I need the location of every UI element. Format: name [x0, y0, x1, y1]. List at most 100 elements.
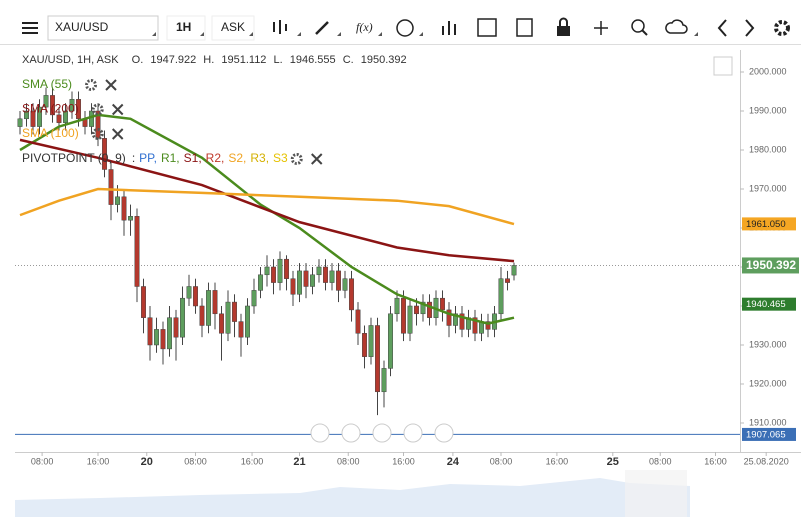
close-value: 1950.392: [361, 54, 407, 66]
candle-body: [121, 196, 127, 221]
candle-body: [251, 290, 257, 307]
candle-body: [472, 317, 478, 334]
candle-body: [225, 301, 231, 334]
close-label: C.: [343, 54, 354, 66]
remove-icon[interactable]: [311, 153, 323, 165]
menu-button[interactable]: [22, 22, 38, 34]
candle-body: [485, 321, 491, 330]
chart-type-button[interactable]: [273, 20, 287, 34]
candle-body: [141, 286, 146, 318]
candle-body: [440, 297, 445, 311]
price-label-box: [742, 257, 799, 274]
open-value: 1947.922: [150, 54, 196, 66]
next-button[interactable]: [745, 19, 755, 37]
dropdown-corner: [297, 32, 301, 36]
zoom-out[interactable]: [341, 423, 361, 443]
candle-body: [102, 138, 107, 170]
candle-body: [264, 266, 270, 276]
x-tick-label: 24: [447, 456, 460, 468]
pivot-item: R1,: [161, 151, 180, 165]
x-tick-label: 16:00: [546, 456, 569, 466]
calendar-button[interactable]: [477, 18, 497, 37]
zoom-in[interactable]: [403, 423, 423, 443]
symbol-text: XAU/USD: [55, 20, 109, 34]
candle-body: [17, 118, 23, 127]
dropdown-corner: [378, 32, 382, 36]
candle-body: [193, 286, 198, 307]
candle-body: [160, 329, 166, 350]
news-button[interactable]: [516, 18, 533, 37]
cloud-button[interactable]: [665, 19, 688, 34]
candle-body: [316, 266, 322, 276]
candle-body: [336, 270, 341, 291]
candle-body: [355, 309, 361, 334]
settings-icon[interactable]: [85, 79, 98, 91]
price-button[interactable]: [211, 15, 255, 41]
candle-body: [381, 368, 387, 393]
lock-button[interactable]: [557, 26, 570, 36]
x-tick-label: 25: [607, 456, 619, 468]
x-tick-label: 16:00: [392, 456, 415, 466]
candle-body: [206, 290, 211, 326]
candle-body: [180, 297, 185, 338]
candle-body: [232, 301, 237, 322]
legend-label: SMA (100): [22, 126, 79, 140]
x-tick-label: 08:00: [31, 456, 54, 466]
settings-button[interactable]: [774, 20, 790, 36]
sma-line: [19, 187, 515, 226]
prev-button[interactable]: [717, 19, 727, 37]
navigator-area: [15, 478, 690, 517]
zoom-controls: [310, 423, 454, 443]
interval-button[interactable]: [166, 15, 206, 41]
candle-body: [238, 321, 244, 338]
dropdown-corner: [694, 32, 698, 36]
navigator-window[interactable]: [625, 470, 687, 517]
settings-icon[interactable]: [290, 153, 303, 165]
crosshair-button[interactable]: [594, 21, 608, 35]
info-button[interactable]: [396, 19, 414, 37]
candle-body: [56, 114, 62, 123]
candle-body: [401, 297, 406, 334]
scroll-right[interactable]: [434, 423, 454, 443]
candle-body: [63, 110, 68, 123]
candle-body: [303, 270, 309, 287]
pivot-item: R2,: [206, 151, 225, 165]
candle-body: [24, 110, 29, 120]
remove-icon[interactable]: [111, 128, 124, 140]
pivot-item: R3,: [250, 151, 269, 165]
y-tick-label: 1920.000: [749, 378, 787, 388]
candle-body: [284, 258, 289, 279]
candle-body: [108, 169, 114, 205]
symbol-input[interactable]: [47, 15, 159, 41]
candle-body: [115, 196, 120, 205]
draw-button[interactable]: [315, 21, 329, 35]
candle-body: [323, 266, 328, 283]
fx-button[interactable]: f(x): [356, 20, 373, 34]
zoom-button[interactable]: [631, 19, 645, 33]
scroll-left[interactable]: [310, 423, 330, 443]
candle-body: [407, 305, 413, 334]
candle-body: [505, 278, 510, 283]
expand-button[interactable]: [713, 56, 733, 76]
sma-line: [19, 113, 515, 325]
x-tick-label: 21: [293, 456, 305, 468]
indicators-button[interactable]: [442, 21, 456, 35]
y-tick-label: 1990.000: [749, 105, 787, 115]
y-tick-label: 1930.000: [749, 339, 787, 349]
y-tick-label: 2000.000: [749, 66, 787, 76]
pivot-item: S1,: [184, 151, 202, 165]
settings-icon[interactable]: [91, 103, 104, 116]
remove-icon[interactable]: [111, 103, 124, 116]
x-tick-label: 16:00: [704, 456, 727, 466]
candle-body: [43, 95, 49, 108]
reset[interactable]: [372, 423, 392, 443]
price-label-box: [742, 297, 796, 311]
low-value: 1946.555: [290, 54, 336, 66]
x-tick-label: 16:00: [241, 456, 264, 466]
settings-icon[interactable]: [91, 128, 104, 140]
remove-icon[interactable]: [105, 79, 117, 91]
pivot-item: PP,: [139, 151, 157, 165]
candle-body: [69, 99, 75, 112]
candle-body: [453, 313, 458, 326]
